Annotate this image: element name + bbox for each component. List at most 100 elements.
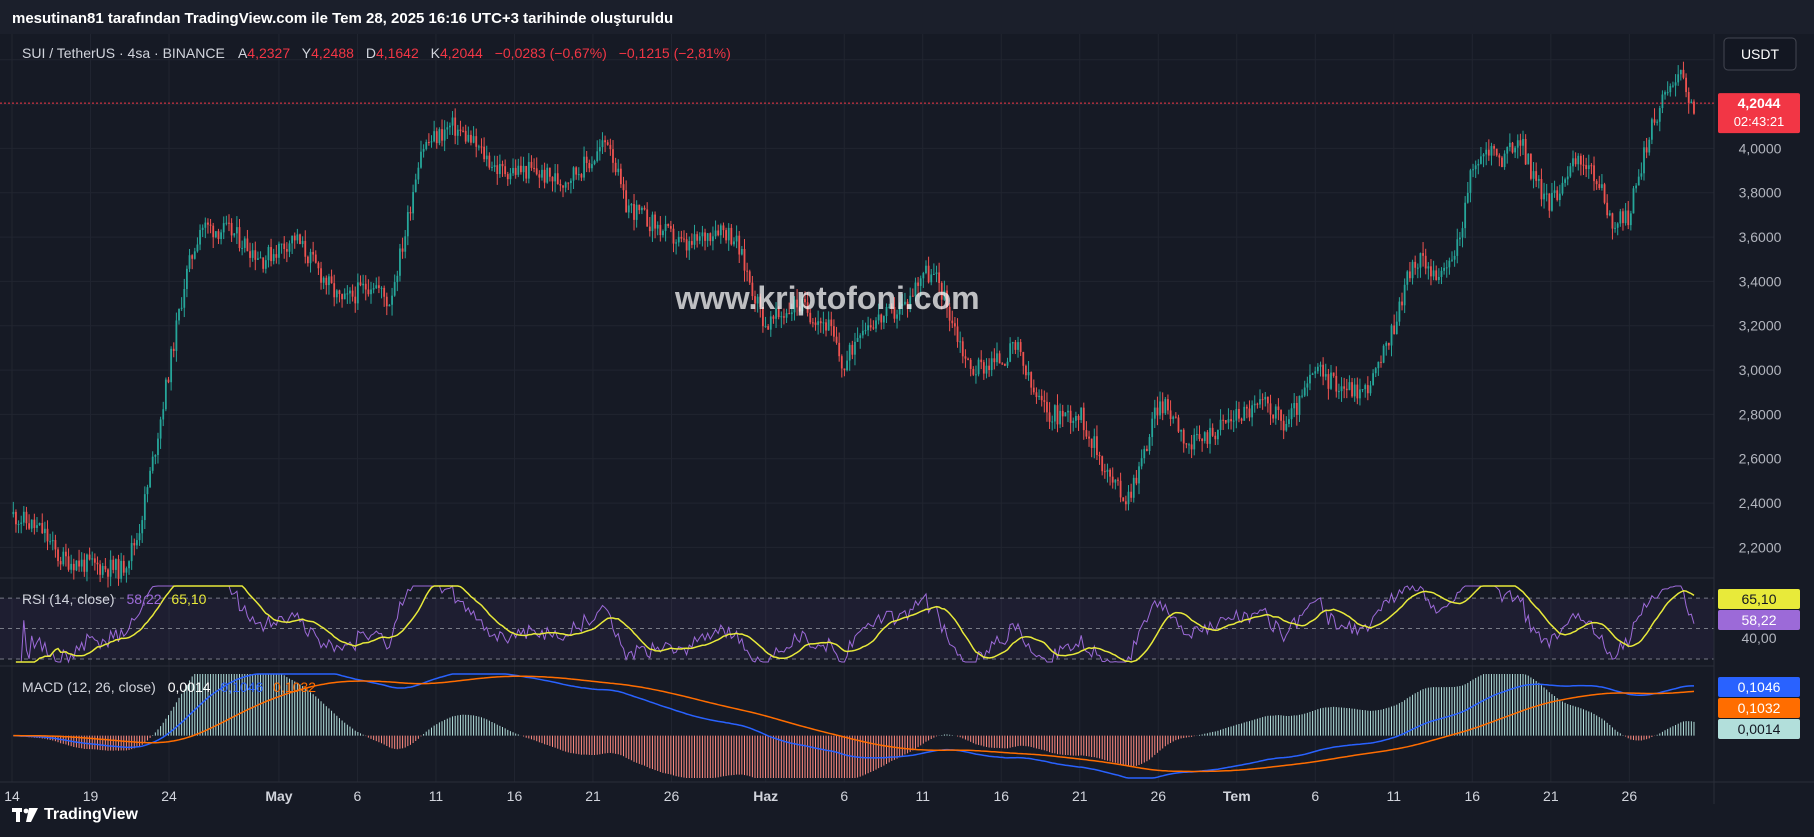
candle-body [1074, 415, 1077, 421]
candle-body [1511, 142, 1514, 153]
candle-body [541, 169, 543, 178]
candle-body [212, 225, 215, 238]
candle-body [1327, 374, 1330, 389]
candle-body [317, 262, 320, 269]
candle-body [1085, 430, 1088, 437]
candle-body [888, 306, 891, 308]
candle-body [54, 540, 57, 550]
candle-body [33, 519, 36, 528]
candle-body [1566, 176, 1569, 180]
time-tick-label: 21 [585, 788, 601, 804]
candle-body [856, 337, 859, 342]
candle-body [1211, 427, 1214, 436]
candle-body [254, 250, 257, 260]
candle-body [1619, 211, 1622, 224]
candle-body [1485, 149, 1488, 155]
time-axis[interactable]: 14 19 24 May 6 11 16 21 26 Haz 6 11 16 21 26 Tem 6 11 16 21… [4, 788, 1637, 804]
candle-body [1616, 223, 1619, 228]
candle-body [1522, 138, 1524, 146]
candle-body [570, 180, 572, 183]
candle-body [241, 247, 244, 249]
chart-credit: mesutinan81 tarafından TradingView.com i… [12, 10, 674, 27]
candle-body [1661, 94, 1664, 109]
candle-body [1040, 395, 1043, 401]
time-tick-label: May [265, 788, 292, 804]
candle-body [567, 182, 570, 184]
candle-body [207, 222, 209, 225]
candle-body [869, 325, 872, 328]
candle-body [748, 271, 751, 283]
candle-body [1080, 407, 1083, 421]
candle-body [843, 368, 846, 371]
candle-body [685, 239, 688, 251]
candle-body [1217, 430, 1219, 440]
candle-body [391, 295, 393, 305]
signal-line [13, 675, 1695, 773]
tradingview-brand[interactable]: TradingView [12, 806, 138, 824]
candle-body [1177, 417, 1180, 432]
candle-body [935, 272, 938, 275]
time-tick-label: 6 [354, 788, 362, 804]
candle-body [877, 314, 880, 321]
candle-body [70, 563, 73, 570]
candle-body [38, 523, 41, 526]
chart-area[interactable]: 4,40004,20004,00003,80003,60003,40003,20… [0, 34, 1814, 804]
candle-body [772, 316, 775, 319]
candle-body [328, 276, 330, 286]
candle-body [1679, 69, 1682, 75]
candle-body [243, 238, 246, 248]
candle-body [583, 156, 585, 178]
candle-body [727, 227, 730, 241]
candle-body [259, 257, 262, 259]
candle-body [633, 204, 635, 220]
candle-body [1096, 436, 1098, 456]
candle-body [635, 204, 638, 220]
candle-body [683, 238, 685, 240]
candle-body [754, 296, 756, 304]
candle-body [1238, 408, 1240, 419]
candle-body [1188, 444, 1190, 446]
candle-body [1398, 301, 1401, 322]
macd-tag-value: 0,1046 [1738, 679, 1781, 695]
high-value: 4,2488 [311, 45, 354, 61]
candle-body [186, 268, 188, 290]
candle-body [867, 325, 870, 331]
time-tick-label: 11 [915, 788, 930, 804]
candle-body [183, 289, 186, 308]
candle-body [646, 209, 649, 227]
candle-body [793, 299, 796, 313]
candle-body [1206, 432, 1209, 444]
rsi-lines [15, 585, 1695, 664]
candle-body [188, 255, 191, 269]
candle-body [1364, 385, 1367, 390]
candle-body [120, 560, 123, 579]
candle-body [1456, 239, 1459, 256]
candle-body [1590, 165, 1593, 167]
candle-body [1143, 448, 1146, 459]
candle-body [375, 285, 378, 289]
candle-body [746, 270, 749, 272]
candle-body [1501, 157, 1503, 168]
candle-body [798, 307, 801, 312]
rsi-legend[interactable]: RSI (14, close) 58,22 65,10 [22, 591, 207, 607]
candle-body [1098, 455, 1101, 457]
ohlc-legend[interactable]: SUI / TetherUS · 4sa · BINANCE A4,2327 Y… [22, 45, 731, 61]
candle-body [272, 254, 275, 262]
candle-body [1469, 170, 1472, 193]
candle-body [806, 302, 809, 313]
candle-body [1640, 173, 1643, 177]
candle-body [1146, 448, 1148, 451]
currency-button[interactable] [1723, 37, 1797, 71]
candle-body [814, 322, 817, 325]
candle-body [1017, 342, 1019, 350]
candle-body [62, 551, 65, 565]
time-tick-label: 6 [840, 788, 848, 804]
candle-body [835, 336, 838, 343]
candle-body [180, 307, 183, 309]
last-price-value: 4,2044 [1738, 95, 1781, 111]
price-tick-label: 3,6000 [1739, 229, 1782, 245]
time-tick-label: 11 [429, 788, 444, 804]
macd-legend[interactable]: MACD (12, 26, close) 0,0014 0,1046 0,103… [22, 679, 316, 695]
candle-body [901, 304, 904, 306]
candle-body [1572, 158, 1574, 167]
